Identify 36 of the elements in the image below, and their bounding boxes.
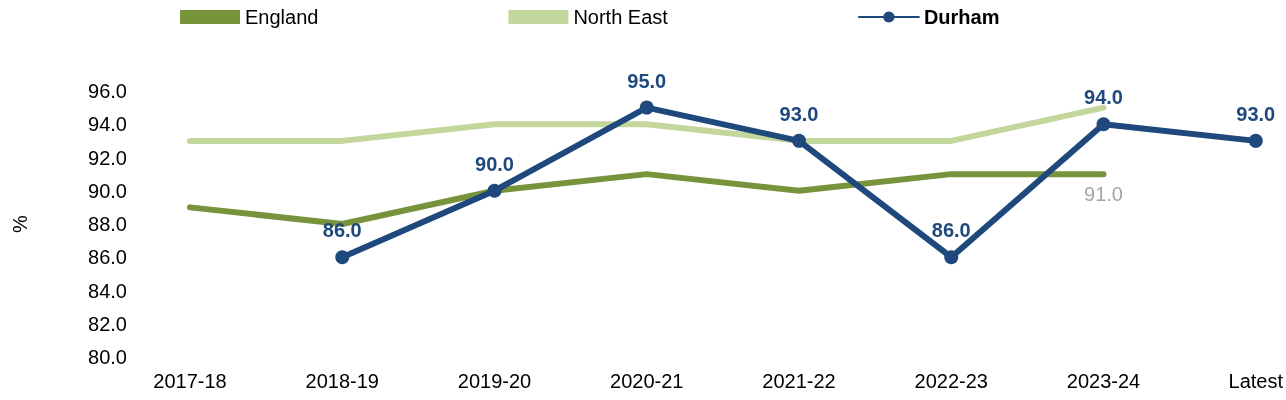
data-label: 90.0 xyxy=(475,152,514,175)
y-tick-label: 80.0 xyxy=(88,346,127,368)
y-tick-label: 96.0 xyxy=(88,80,127,102)
data-label: 91.0 xyxy=(1084,183,1123,206)
data-label: 95.0 xyxy=(627,69,667,92)
point xyxy=(944,250,959,265)
legend-label: Durham xyxy=(923,6,1000,28)
y-tick-label: 86.0 xyxy=(88,246,127,269)
point xyxy=(1248,133,1263,148)
x-tick-label: 2019-20 xyxy=(457,370,532,392)
x-tick-label: 2018-19 xyxy=(305,370,379,392)
y-tick-label: 94.0 xyxy=(88,113,127,136)
y-tick-label: 92.0 xyxy=(88,146,127,169)
y-tick-label: 84.0 xyxy=(88,279,127,302)
x-tick-label: 2020-21 xyxy=(610,370,684,392)
data-label: 86.0 xyxy=(322,219,362,242)
x-tick-label: 2017-18 xyxy=(153,370,227,392)
data-label: 93.0 xyxy=(779,102,819,125)
point xyxy=(335,250,350,265)
data-label: 93.0 xyxy=(1236,102,1276,125)
data-label: 94.0 xyxy=(1084,86,1123,109)
x-tick-label: 2023-24 xyxy=(1066,370,1141,392)
data-label: 86.0 xyxy=(931,219,971,242)
point xyxy=(639,100,654,115)
legend-label: England xyxy=(245,6,319,28)
point xyxy=(1096,117,1111,132)
legend-label: North East xyxy=(573,6,669,28)
y-axis-title: % xyxy=(9,214,31,233)
x-tick-label: 2022-23 xyxy=(914,370,988,392)
point xyxy=(792,133,807,148)
y-tick-label: 90.0 xyxy=(88,179,127,202)
y-tick-label: 88.0 xyxy=(88,213,127,235)
x-tick-label: 2021-22 xyxy=(762,370,836,392)
point xyxy=(487,183,502,198)
y-tick-label: 82.0 xyxy=(88,312,127,335)
x-tick-label: Latest xyxy=(1228,370,1284,392)
